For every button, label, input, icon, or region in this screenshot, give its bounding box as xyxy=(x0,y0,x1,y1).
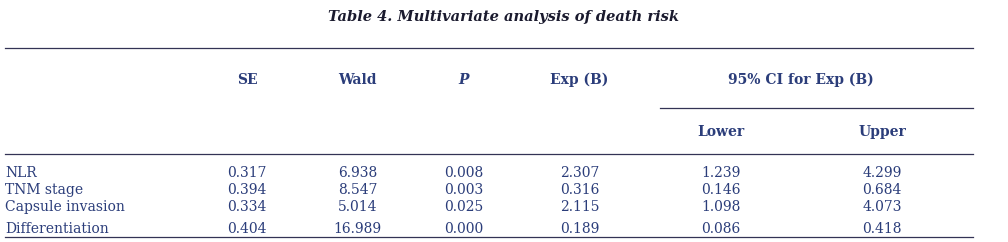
Text: Wald: Wald xyxy=(339,73,377,87)
Text: Capsule invasion: Capsule invasion xyxy=(5,200,125,214)
Text: NLR: NLR xyxy=(5,166,36,180)
Text: 4.299: 4.299 xyxy=(862,166,902,180)
Text: 0.008: 0.008 xyxy=(445,166,483,180)
Text: 16.989: 16.989 xyxy=(334,222,382,236)
Text: 0.316: 0.316 xyxy=(559,183,600,197)
Text: 0.000: 0.000 xyxy=(445,222,483,236)
Text: TNM stage: TNM stage xyxy=(5,183,84,197)
Text: Upper: Upper xyxy=(858,125,906,139)
Text: 0.404: 0.404 xyxy=(227,222,267,236)
Text: 1.098: 1.098 xyxy=(701,200,741,214)
Text: 0.003: 0.003 xyxy=(445,183,483,197)
Text: 0.086: 0.086 xyxy=(702,222,740,236)
Text: 1.239: 1.239 xyxy=(701,166,741,180)
Text: 6.938: 6.938 xyxy=(339,166,377,180)
Text: 0.394: 0.394 xyxy=(227,183,267,197)
Text: Exp (B): Exp (B) xyxy=(550,73,609,87)
Text: 0.334: 0.334 xyxy=(227,200,267,214)
Text: 4.073: 4.073 xyxy=(862,200,902,214)
Text: 0.418: 0.418 xyxy=(862,222,902,236)
Text: Lower: Lower xyxy=(698,125,744,139)
Text: SE: SE xyxy=(237,73,257,87)
Text: 0.684: 0.684 xyxy=(862,183,902,197)
Text: Table 4. Multivariate analysis of death risk: Table 4. Multivariate analysis of death … xyxy=(329,10,679,24)
Text: 0.317: 0.317 xyxy=(227,166,267,180)
Text: 2.115: 2.115 xyxy=(559,200,600,214)
Text: 0.025: 0.025 xyxy=(445,200,483,214)
Text: Differentiation: Differentiation xyxy=(5,222,109,236)
Text: 0.189: 0.189 xyxy=(559,222,600,236)
Text: 2.307: 2.307 xyxy=(559,166,600,180)
Text: 95% CI for Exp (B): 95% CI for Exp (B) xyxy=(729,73,874,87)
Text: 0.146: 0.146 xyxy=(701,183,741,197)
Text: P: P xyxy=(459,73,469,87)
Text: 8.547: 8.547 xyxy=(338,183,378,197)
Text: 5.014: 5.014 xyxy=(338,200,378,214)
